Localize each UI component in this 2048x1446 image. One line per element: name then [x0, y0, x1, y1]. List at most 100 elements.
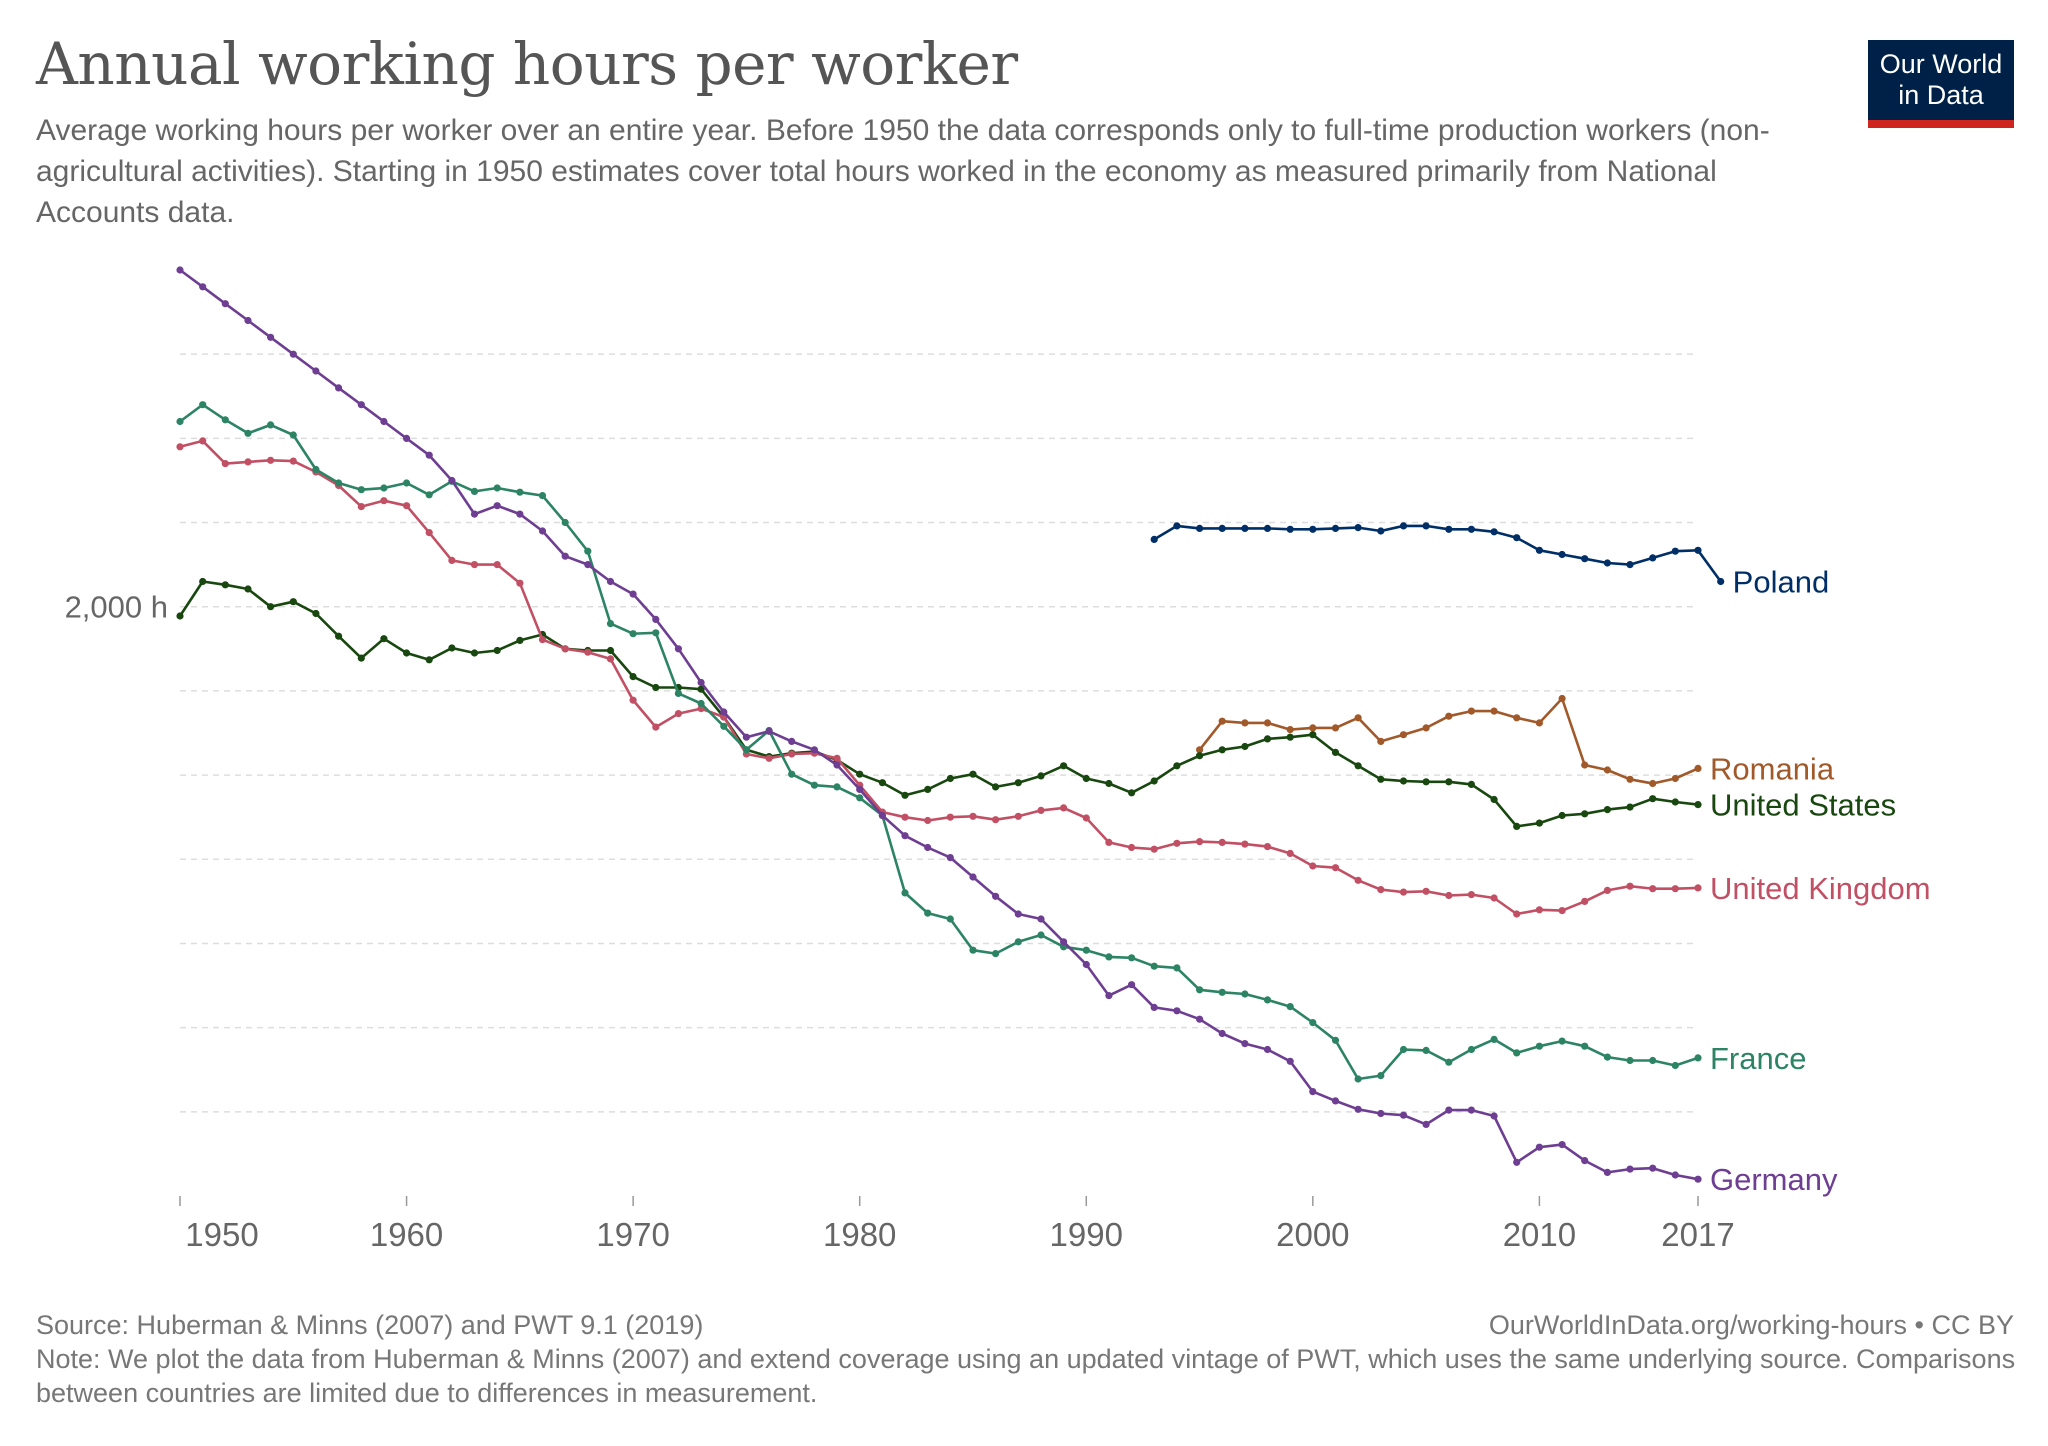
data-point: [1354, 876, 1362, 884]
data-point: [1331, 748, 1340, 757]
data-point: [1445, 778, 1453, 786]
data-point: [561, 552, 569, 560]
data-point: [244, 458, 252, 466]
data-point: [1399, 731, 1408, 739]
data-point: [1331, 864, 1340, 872]
source-text: Source: Huberman & Minns (2007) and PWT …: [36, 1310, 704, 1340]
data-point: [289, 431, 297, 439]
data-point: [516, 510, 524, 518]
data-point: [335, 384, 343, 392]
data-point: [833, 783, 841, 791]
data-point: [674, 710, 683, 718]
data-point: [924, 843, 932, 852]
data-point: [1037, 931, 1045, 939]
data-point: [1422, 522, 1430, 530]
data-point: [1558, 1037, 1566, 1045]
data-point: [312, 609, 320, 618]
data-point: [1377, 886, 1385, 894]
x-tick-label: 1950: [185, 1216, 258, 1253]
chart-subtitle: Average working hours per worker over an…: [36, 114, 1770, 229]
data-point: [1513, 714, 1521, 722]
data-point: [267, 603, 275, 611]
data-point: [1196, 524, 1204, 533]
data-point: [380, 497, 388, 505]
data-point: [901, 832, 909, 840]
data-point: [199, 283, 207, 291]
data-point: [652, 683, 660, 692]
data-point: [1150, 777, 1158, 785]
series-label: Romania: [1710, 751, 1835, 786]
data-point: [969, 770, 977, 778]
line-chart: 2,000 h 1950 1960 1970 1980 1990 2000 2010 2017…: [65, 266, 1931, 1253]
data-point: [1671, 1171, 1679, 1179]
data-point: [1331, 1097, 1340, 1105]
data-point: [856, 785, 864, 794]
data-point: [584, 561, 592, 569]
source-url-link[interactable]: OurWorldInData.org/working-hours • CC BY: [1488, 1310, 2014, 1340]
data-point: [1060, 762, 1068, 770]
data-point: [1060, 938, 1068, 946]
data-point: [1286, 1057, 1294, 1065]
data-point: [1286, 1003, 1294, 1011]
data-point: [652, 629, 660, 637]
data-point: [1331, 524, 1340, 533]
data-point: [1173, 964, 1181, 972]
data-point: [1309, 731, 1317, 739]
data-point: [629, 673, 637, 681]
data-point: [1671, 774, 1679, 783]
owid-logo[interactable]: Our World in Data: [1868, 40, 2014, 128]
data-point: [1626, 1165, 1634, 1173]
data-point: [267, 333, 275, 341]
data-point: [697, 699, 705, 708]
data-point: [516, 636, 524, 645]
data-point: [1422, 1120, 1430, 1128]
data-point: [1354, 1075, 1362, 1083]
data-point: [470, 510, 479, 518]
series-label: Poland: [1733, 564, 1830, 599]
series-line: [179, 403, 1699, 1081]
data-point: [1467, 891, 1475, 899]
data-point: [969, 812, 977, 820]
data-point: [1354, 714, 1362, 722]
data-point: [1128, 954, 1136, 962]
data-point: [901, 889, 909, 897]
data-point: [1218, 746, 1226, 754]
data-point: [1377, 1109, 1385, 1118]
data-point: [720, 722, 728, 730]
data-point: [810, 781, 819, 789]
data-point: [425, 656, 433, 664]
data-point: [1399, 1111, 1408, 1119]
data-point: [221, 581, 229, 589]
data-point: [924, 785, 932, 794]
data-point: [1671, 547, 1679, 555]
data-point: [1649, 885, 1657, 893]
data-point: [199, 401, 207, 409]
data-point: [244, 585, 252, 593]
data-point: [969, 946, 977, 954]
data-point: [629, 630, 637, 638]
data-point: [652, 723, 660, 731]
series-line: [179, 439, 1699, 916]
data-point: [946, 813, 954, 821]
data-point: [1558, 694, 1566, 703]
data-point: [538, 527, 547, 535]
data-point: [674, 645, 683, 653]
data-point: [267, 421, 275, 429]
data-point: [1150, 845, 1158, 853]
data-point: [1377, 1072, 1385, 1080]
y-axis: 2,000 h: [65, 590, 168, 625]
data-point: [1535, 819, 1543, 827]
data-point: [1535, 906, 1543, 914]
data-point: [1671, 885, 1679, 893]
data-point: [1331, 1036, 1340, 1044]
data-point: [1241, 524, 1249, 533]
data-point: [1060, 804, 1068, 812]
data-point: [742, 746, 751, 754]
series-label: United States: [1710, 788, 1896, 823]
series-label: United Kingdom: [1710, 871, 1931, 906]
data-point: [1581, 897, 1589, 906]
data-point: [1399, 777, 1408, 785]
data-point: [244, 429, 252, 437]
data-point: [1445, 712, 1453, 720]
